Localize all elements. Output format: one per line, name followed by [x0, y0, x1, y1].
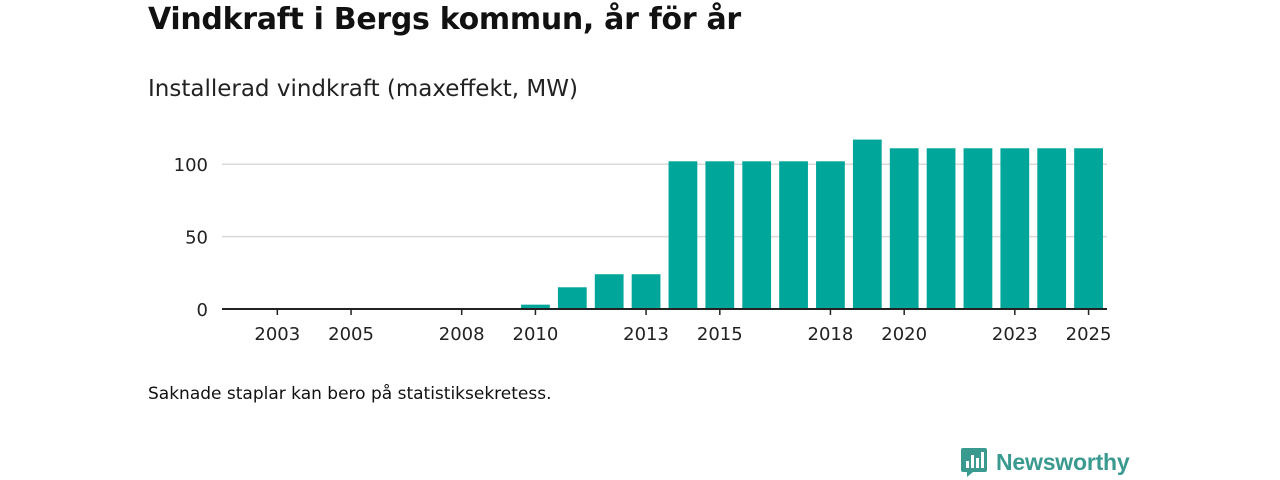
x-tick-label: 2013: [623, 324, 669, 345]
x-tick-label: 2005: [328, 324, 374, 345]
x-tick-label: 2010: [513, 324, 559, 345]
newsworthy-logo[interactable]: Newsworthy: [960, 446, 1130, 478]
y-tick-label: 100: [174, 155, 208, 176]
bar-2011[interactable]: [557, 287, 587, 309]
bar-2012[interactable]: [594, 274, 624, 309]
x-tick-label: 2018: [808, 324, 854, 345]
newsworthy-logo-text: Newsworthy: [996, 448, 1130, 475]
y-tick-label: 0: [197, 300, 208, 321]
grid-lines: [222, 163, 1107, 238]
bar-2019[interactable]: [852, 139, 882, 309]
bar-2017[interactable]: [779, 161, 808, 309]
bar-2023[interactable]: [1000, 148, 1030, 309]
x-tick-label: 2023: [992, 324, 1038, 345]
bar-2018[interactable]: [816, 161, 845, 309]
axes: 0 50 100 2003 2005 2008 2010 2013 2015 2018 2020 20…: [174, 155, 1112, 345]
bar-2010[interactable]: [521, 304, 550, 309]
bar-2015[interactable]: [705, 161, 735, 309]
bar-2021[interactable]: [926, 148, 956, 309]
x-tick-label: 2008: [439, 324, 485, 345]
x-tick-label: 2020: [881, 324, 927, 345]
x-tick-label: 2015: [697, 324, 743, 345]
bar-2025[interactable]: [1074, 148, 1103, 309]
bar-2014[interactable]: [668, 161, 698, 309]
bar-2016[interactable]: [742, 161, 772, 309]
bar-2020[interactable]: [889, 148, 919, 309]
footnote: Saknade staplar kan bero på statistiksek…: [148, 384, 552, 404]
bars: [521, 139, 1103, 309]
chart-subtitle: Installerad vindkraft (maxeffekt, MW): [148, 76, 578, 102]
newsworthy-logo-icon: [961, 448, 987, 477]
y-tick-label: 50: [185, 228, 208, 249]
bar-chart: 0 50 100 2003 2005 2008 2010 2013 2015 2018 2020 20…: [174, 139, 1112, 345]
chart-title: Vindkraft i Bergs kommun, år för år: [148, 2, 741, 37]
bar-2022[interactable]: [963, 148, 993, 309]
bar-2024[interactable]: [1037, 148, 1067, 309]
bar-2013[interactable]: [631, 274, 661, 309]
x-tick-label: 2025: [1066, 324, 1112, 345]
x-tick-label: 2003: [254, 324, 300, 345]
